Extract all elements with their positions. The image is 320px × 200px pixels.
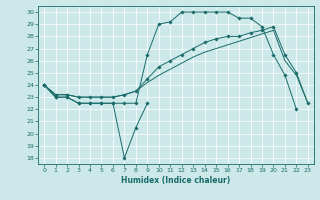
X-axis label: Humidex (Indice chaleur): Humidex (Indice chaleur) [121,176,231,185]
